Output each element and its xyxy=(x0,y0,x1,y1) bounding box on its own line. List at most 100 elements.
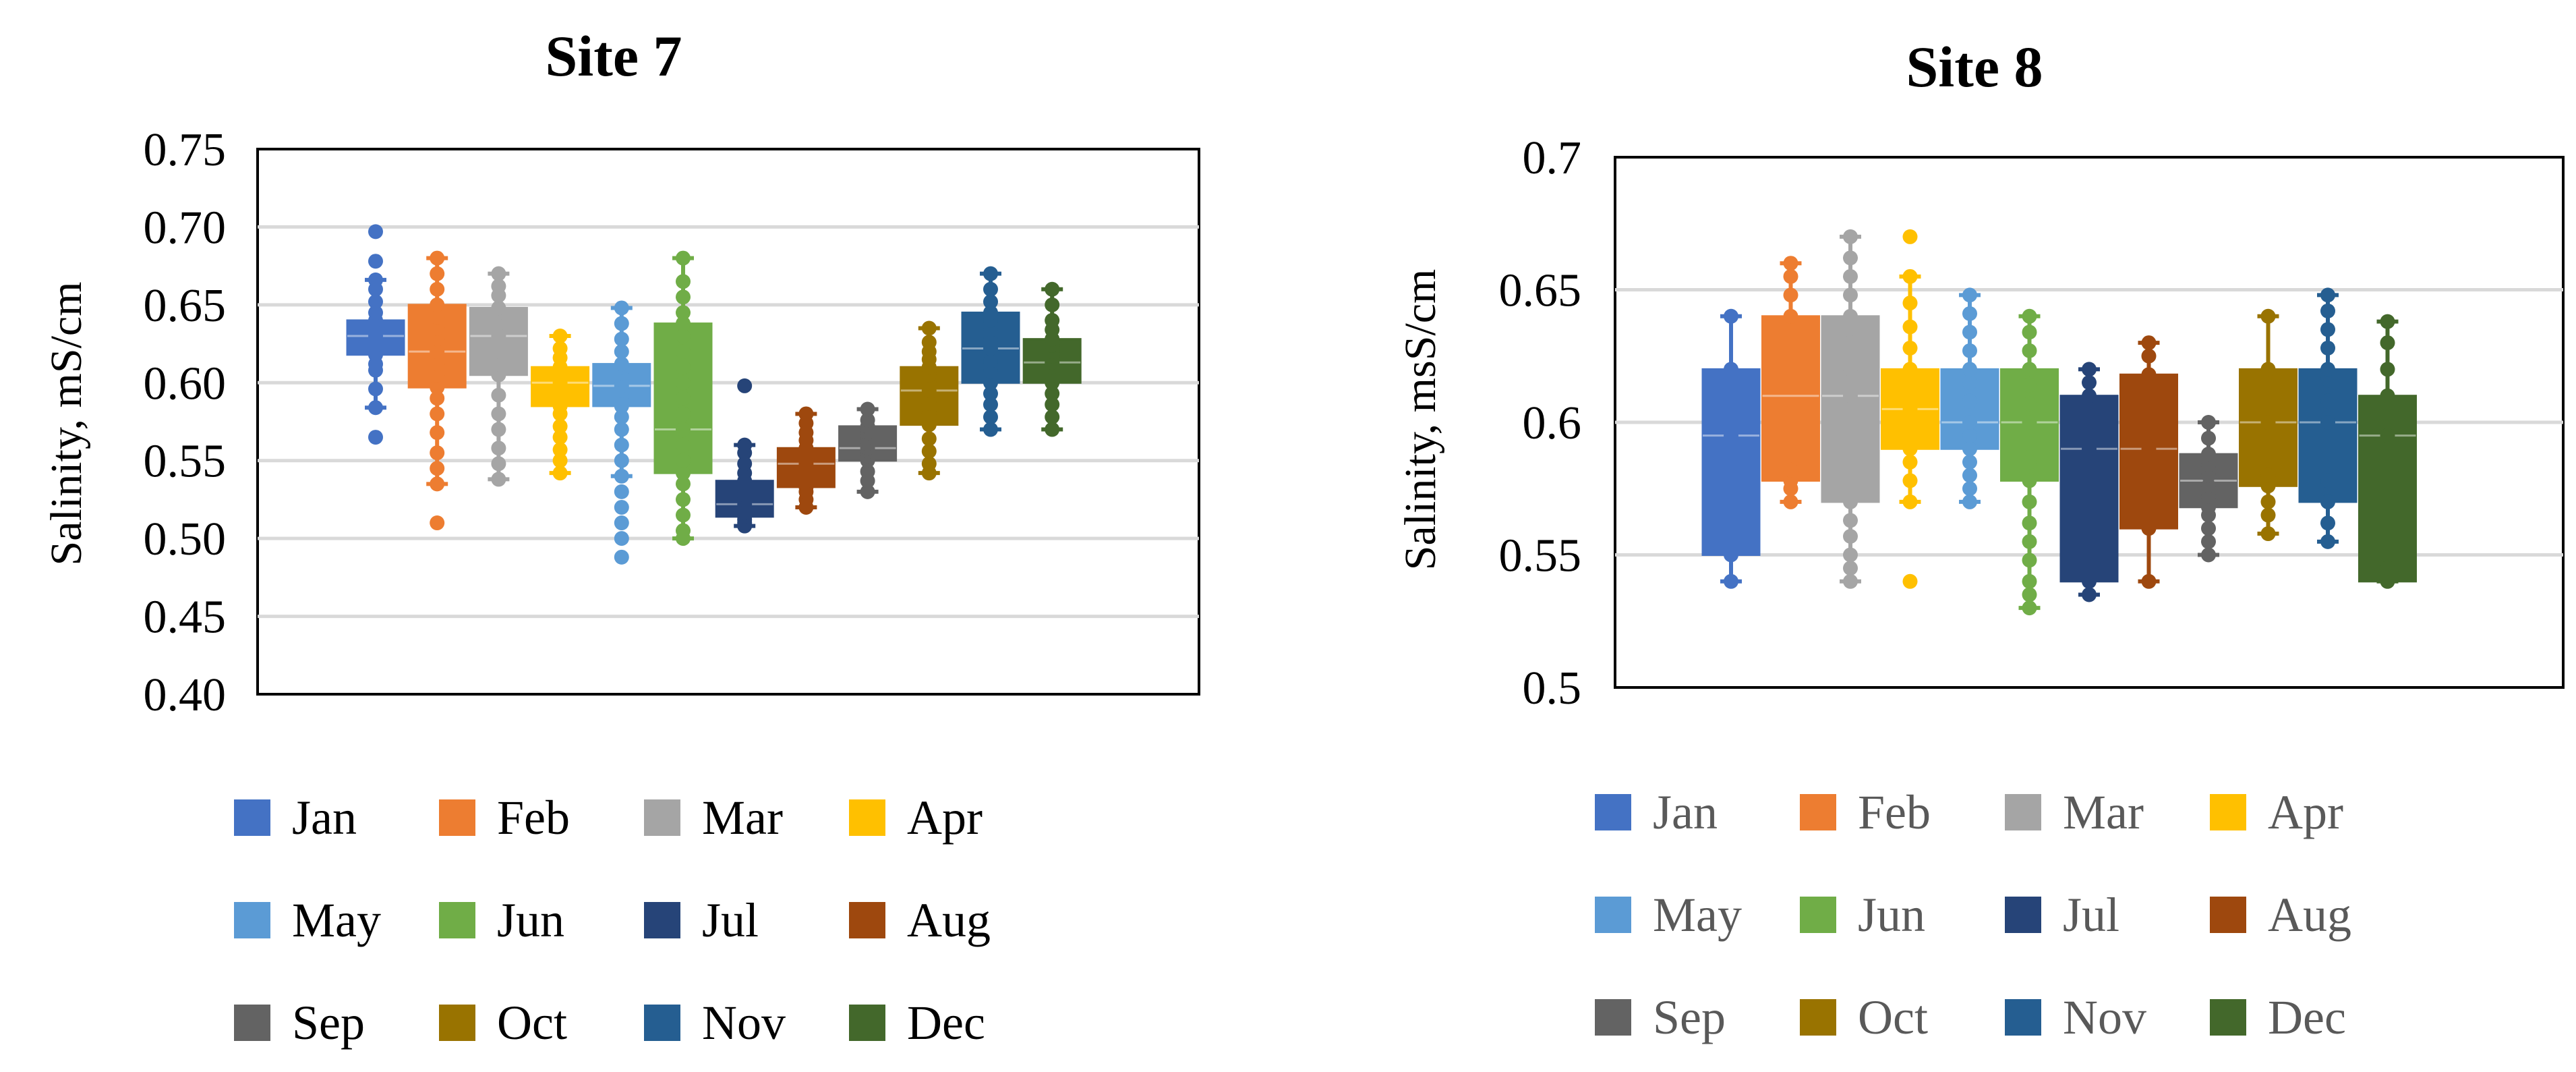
data-point xyxy=(2201,468,2216,483)
data-point xyxy=(983,294,998,310)
data-point xyxy=(676,305,691,320)
data-point xyxy=(430,515,445,531)
data-point xyxy=(614,300,629,316)
data-point xyxy=(1843,561,1858,576)
box-body xyxy=(2358,395,2417,583)
y-tick-labels: 0.5 0.55 0.6 0.65 0.7 xyxy=(1499,132,1582,714)
y-tick-label: 0.55 xyxy=(1499,530,1582,582)
data-point xyxy=(2082,388,2097,403)
data-point xyxy=(1783,473,1798,488)
box-feb xyxy=(1761,256,1820,509)
data-point xyxy=(921,406,937,422)
data-point xyxy=(1962,415,1977,430)
data-point xyxy=(1843,229,1858,244)
legend-swatch xyxy=(439,1005,475,1041)
data-point xyxy=(430,476,445,492)
data-point xyxy=(614,437,629,453)
data-point xyxy=(430,356,445,372)
legend-item-oct: Oct xyxy=(1800,990,1928,1044)
data-point xyxy=(1962,306,1977,321)
data-point xyxy=(676,422,691,437)
box-nov xyxy=(2298,287,2358,549)
data-point xyxy=(614,549,629,565)
data-point xyxy=(983,386,998,401)
data-point xyxy=(676,250,691,266)
data-point xyxy=(2380,388,2395,403)
data-point xyxy=(614,331,629,347)
data-point xyxy=(737,437,753,453)
data-point xyxy=(676,476,691,492)
data-point xyxy=(1902,269,1918,284)
legend-swatch xyxy=(1595,999,1631,1036)
legend-swatch xyxy=(849,1005,885,1041)
data-point xyxy=(2201,521,2216,536)
data-point xyxy=(2320,494,2335,509)
data-point xyxy=(2082,587,2097,602)
data-point xyxy=(430,331,445,347)
data-point xyxy=(676,316,691,331)
box-sep xyxy=(838,401,898,499)
data-point xyxy=(1843,415,1858,430)
data-point xyxy=(2260,507,2276,523)
data-point xyxy=(676,391,691,406)
data-point xyxy=(368,430,383,445)
data-point xyxy=(983,375,998,391)
data-point xyxy=(368,305,383,320)
data-point xyxy=(552,453,568,468)
data-point xyxy=(491,300,506,316)
data-point xyxy=(368,381,383,397)
legend-swatch xyxy=(1800,794,1836,830)
data-point xyxy=(1902,454,1918,470)
data-point xyxy=(2082,441,2097,457)
data-point xyxy=(676,344,691,360)
data-point xyxy=(1724,573,1738,589)
data-point xyxy=(2022,362,2037,377)
legend-label: Dec xyxy=(2268,990,2346,1044)
y-tick-label: 0.60 xyxy=(144,358,227,410)
data-point xyxy=(676,360,691,375)
data-point xyxy=(2201,547,2216,563)
data-point xyxy=(491,279,506,294)
data-point xyxy=(2380,362,2395,377)
data-point xyxy=(2201,415,2216,430)
data-point xyxy=(491,316,506,331)
data-point xyxy=(2022,587,2037,602)
data-point xyxy=(2201,430,2216,446)
data-point xyxy=(2022,534,2037,549)
box-aug xyxy=(776,406,836,515)
box-feb xyxy=(407,250,467,531)
legend-swatch xyxy=(849,902,885,938)
data-point xyxy=(1783,287,1798,303)
data-point xyxy=(2022,377,2037,393)
legend-item-oct: Oct xyxy=(439,996,567,1050)
legend-label: Jan xyxy=(292,791,357,845)
data-point xyxy=(921,320,937,336)
legend-item-mar: Mar xyxy=(2005,785,2144,839)
data-point xyxy=(2320,515,2335,531)
legend-swatch xyxy=(1595,794,1631,830)
data-point xyxy=(676,523,691,538)
legend-label: May xyxy=(1653,888,1742,942)
legend-label: Jul xyxy=(2063,888,2119,942)
legend-swatch xyxy=(2005,897,2041,933)
y-tick-label: 0.55 xyxy=(144,436,227,488)
data-point xyxy=(860,484,875,499)
data-point xyxy=(2380,428,2395,443)
data-point xyxy=(1962,454,1977,470)
box-jul xyxy=(2059,362,2119,602)
data-point xyxy=(614,410,629,425)
legend-item-sep: Sep xyxy=(1595,990,1726,1044)
data-point xyxy=(552,430,568,445)
data-point xyxy=(860,401,875,417)
data-point xyxy=(2022,325,2037,340)
data-point xyxy=(2022,308,2037,324)
data-point xyxy=(2022,454,2037,470)
data-point xyxy=(1724,428,1738,443)
data-point xyxy=(2141,521,2157,536)
box-plots xyxy=(1701,229,2417,616)
legend-label: Mar xyxy=(702,791,783,845)
data-point xyxy=(491,387,506,403)
data-point xyxy=(2320,534,2335,549)
data-point xyxy=(491,422,506,437)
data-point xyxy=(2320,340,2335,356)
